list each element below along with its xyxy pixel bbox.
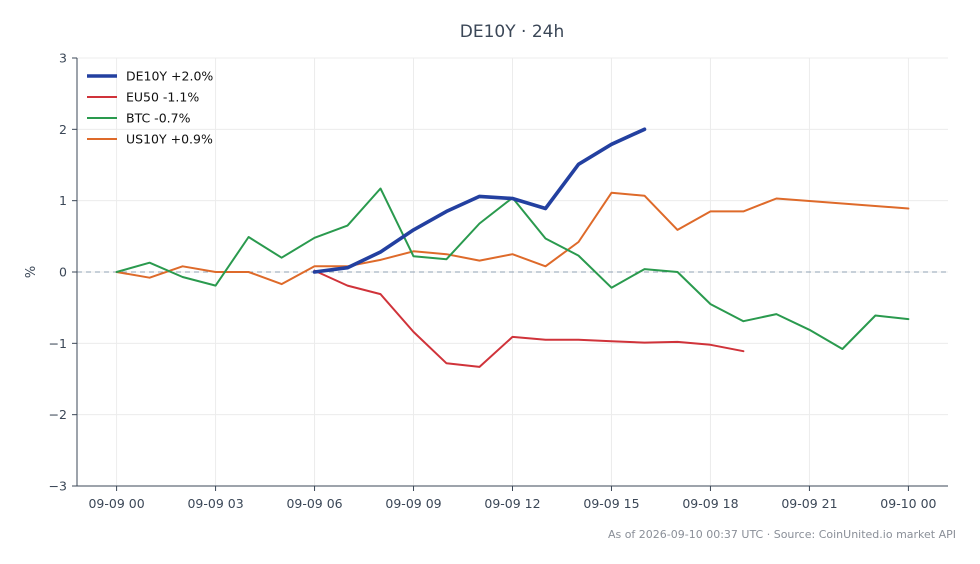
x-tick-label: 09-09 09 [385,496,441,511]
legend: DE10Y +2.0% EU50 -1.1% BTC -0.7% US10Y +0.9… [87,69,213,147]
y-axis-label: % [24,266,39,278]
y-tick-label: −3 [49,479,67,494]
series-line-us10y [115,191,910,286]
series-line-de10y [312,127,647,274]
x-tick-label: 09-09 21 [781,496,837,511]
y-tick-label: 3 [59,51,67,66]
y-tick-label: −2 [49,407,67,422]
y-tick-label: 0 [59,265,67,280]
x-tick-label: 09-09 06 [286,496,342,511]
chart-title: DE10Y · 24h [460,22,564,42]
series-group [115,127,910,368]
y-tick-label: −1 [49,336,67,351]
x-tick-label: 09-09 15 [583,496,639,511]
y-tick-label: 1 [59,193,67,208]
x-tick-label: 09-09 00 [88,496,144,511]
x-tick-label: 09-09 03 [187,496,243,511]
x-tick-label: 09-09 12 [484,496,540,511]
legend-label-eu50: EU50 -1.1% [126,90,199,105]
axes: 3 2 1 0 −1 −2 −3 09-09 00 09-09 03 09-09 06 09-09 … [49,51,948,511]
x-tick-label: 09-09 18 [682,496,738,511]
y-tick-label: 2 [59,122,67,137]
legend-label-us10y: US10Y +0.9% [126,132,213,147]
series-line-eu50 [313,269,745,368]
legend-label-de10y: DE10Y +2.0% [126,69,213,84]
source-footer: As of 2026-09-10 00:37 UTC · Source: Coi… [608,528,956,541]
x-tick-label: 09-10 00 [880,496,936,511]
legend-label-btc: BTC -0.7% [126,111,191,126]
